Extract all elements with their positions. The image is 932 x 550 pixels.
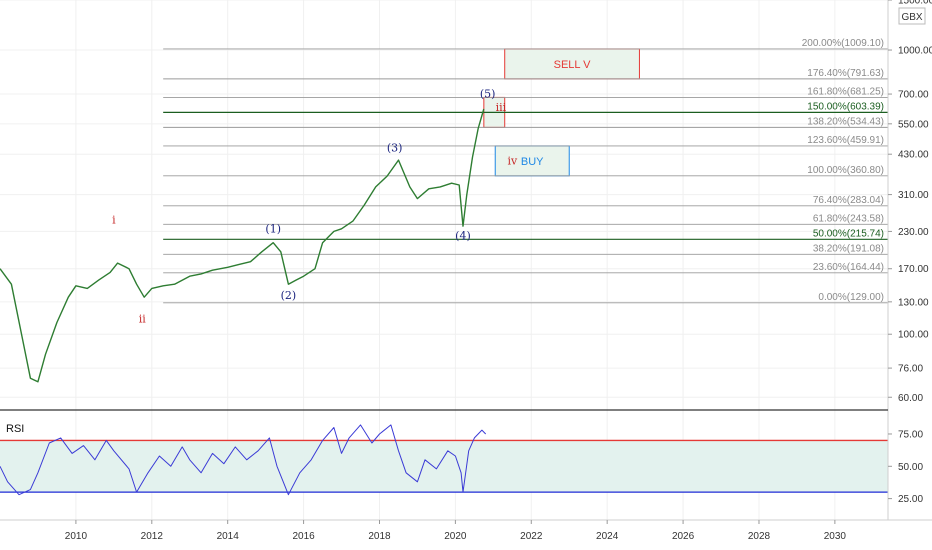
- trade-zone-label: BUY: [521, 156, 544, 168]
- price-series: [0, 108, 485, 383]
- time-tick-label: 2016: [292, 531, 315, 542]
- time-grid: [75, 0, 836, 520]
- fib-level-label: 100.00%(360.80): [807, 165, 884, 176]
- price-tick-label: 1500.00: [898, 0, 932, 7]
- price-tick-label: 1000.00: [898, 46, 932, 57]
- wave-label: ii: [139, 312, 147, 325]
- price-tick-label: 550.00: [898, 119, 929, 130]
- fib-level-label: 200.00%(1009.10): [802, 38, 884, 49]
- trade-zone-box: [504, 48, 640, 80]
- fib-level-label: 38.20%(191.08): [813, 243, 884, 254]
- fib-level-label: 23.60%(164.44): [813, 262, 884, 273]
- trade-zones: SELL V BUY: [483, 48, 640, 177]
- price-tick-label: 130.00: [898, 297, 929, 308]
- time-tick-label: 2028: [748, 531, 771, 542]
- price-axis: 1500.00 1000.00 700.00 550.00 430.00 310.00 23…: [887, 0, 932, 520]
- fib-level-label: 138.20%(534.43): [807, 116, 884, 127]
- wave-label: (4): [455, 230, 471, 243]
- fib-level-label: 123.60%(459.91): [807, 135, 884, 146]
- time-tick-label: 2026: [672, 531, 695, 542]
- wave-label: i: [112, 214, 116, 227]
- currency-label: GBX: [901, 12, 922, 23]
- wave-label: iii: [496, 101, 507, 114]
- rsi-tick-label: 75.00: [898, 429, 923, 440]
- fib-level-label: 150.00%(603.39): [807, 101, 884, 112]
- trade-zone-label: SELL V: [554, 59, 592, 71]
- rsi-label: RSI: [6, 423, 24, 435]
- rsi-axis: 75.00 50.00 25.00: [888, 429, 923, 505]
- price-axis-ticks: 1500.00 1000.00 700.00 550.00 430.00 310.00 23…: [888, 0, 932, 404]
- price-tick-label: 100.00: [898, 330, 929, 341]
- rsi-neutral-band: [0, 440, 888, 493]
- fib-level-label: 161.80%(681.25): [807, 86, 884, 97]
- price-tick-label: 700.00: [898, 90, 929, 101]
- time-tick-label: 2022: [520, 531, 543, 542]
- wave-label: (3): [387, 141, 403, 154]
- time-axis-ticks: 2010 2012 2014 2016 2018 2020 2022 2024 2026 2028…: [65, 520, 847, 542]
- rsi-tick-label: 25.00: [898, 494, 923, 505]
- rsi-tick-label: 50.00: [898, 462, 923, 473]
- price-tick-label: 430.00: [898, 150, 929, 161]
- price-tick-label: 230.00: [898, 227, 929, 238]
- currency-box: [898, 7, 926, 25]
- time-tick-label: 2010: [65, 531, 88, 542]
- rsi-axis-ticks: 75.00 50.00 25.00: [888, 429, 923, 505]
- fib-level-label: 76.40%(283.04): [813, 195, 884, 206]
- time-tick-label: 2030: [824, 531, 847, 542]
- fib-level-label: 176.40%(791.63): [807, 68, 884, 79]
- time-tick-label: 2020: [444, 531, 467, 542]
- rsi-series: [0, 424, 487, 496]
- price-grid: [0, 0, 888, 398]
- rsi-panel: [0, 439, 888, 493]
- wave-label: (1): [265, 223, 281, 236]
- wave-label: iv: [507, 155, 518, 168]
- time-tick-label: 2024: [596, 531, 619, 542]
- trade-zone-box: [494, 145, 570, 177]
- price-tick-label: 60.00: [898, 393, 923, 404]
- fib-level-label: 61.80%(243.58): [813, 213, 884, 224]
- price-line: [0, 108, 485, 383]
- time-tick-label: 2014: [217, 531, 240, 542]
- fibonacci-levels: 200.00%(1009.10) 176.40%(791.63) 161.80%(6…: [163, 38, 888, 304]
- rsi-line: [0, 424, 487, 496]
- price-tick-label: 310.00: [898, 190, 929, 201]
- fib-level-label: 0.00%(129.00): [818, 292, 884, 303]
- price-tick-label: 76.00: [898, 364, 923, 375]
- time-tick-label: 2012: [141, 531, 164, 542]
- time-tick-label: 2018: [368, 531, 391, 542]
- price-tick-label: 170.00: [898, 264, 929, 275]
- fib-level-label: 50.00%(215.74): [813, 228, 884, 239]
- wave-label: (2): [281, 289, 297, 302]
- wave-label: (5): [480, 88, 496, 101]
